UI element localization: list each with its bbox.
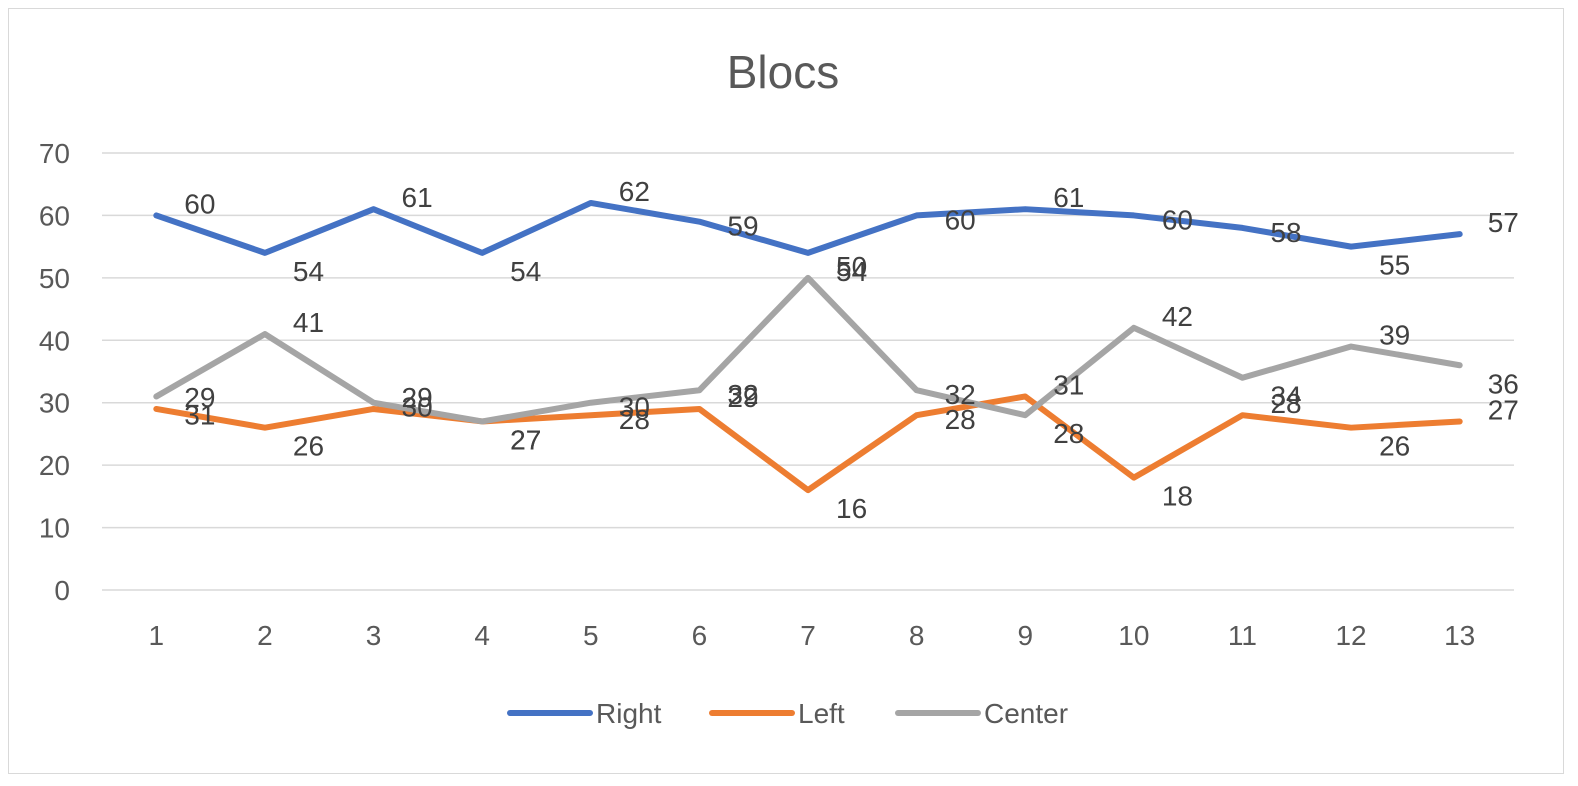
- data-label-right: 60: [1162, 204, 1193, 235]
- data-label-right: 54: [510, 256, 541, 287]
- x-tick-label: 5: [583, 620, 599, 651]
- data-labels: 60 54 61 54 62 59 54 60 61 60 58 55 57 29 26 29 27 28 29 16…: [184, 176, 1519, 524]
- y-axis-ticks: 0 10 20 30 40 50 60 70: [39, 138, 70, 606]
- data-label-center: 32: [727, 379, 758, 410]
- x-tick-label: 4: [474, 620, 490, 651]
- data-label-center: 28: [1053, 418, 1084, 449]
- series-line-center: [153, 274, 1463, 425]
- data-label-right: 60: [184, 188, 215, 219]
- data-label-center: 39: [1379, 320, 1410, 351]
- data-label-right: 54: [836, 256, 867, 287]
- x-tick-label: 7: [800, 620, 816, 651]
- chart-frame: [8, 8, 1564, 774]
- y-tick-label: 0: [54, 575, 70, 606]
- x-tick-label: 6: [692, 620, 708, 651]
- x-tick-label: 11: [1228, 620, 1257, 651]
- data-label-right: 61: [1053, 182, 1084, 213]
- x-tick-label: 12: [1335, 620, 1366, 651]
- data-label-left: 27: [510, 424, 541, 455]
- data-label-left: 29: [184, 382, 215, 413]
- data-label-left: 27: [1488, 394, 1519, 425]
- series-line-left: [153, 393, 1463, 494]
- x-tick-label: 1: [149, 620, 165, 651]
- data-label-center: 32: [945, 379, 976, 410]
- data-label-center: 34: [1270, 381, 1301, 412]
- data-label-left: 26: [1379, 431, 1410, 462]
- x-tick-label: 3: [366, 620, 382, 651]
- x-tick-label: 13: [1444, 620, 1475, 651]
- data-label-right: 57: [1488, 207, 1519, 238]
- x-tick-label: 10: [1118, 620, 1149, 651]
- data-label-right: 58: [1270, 217, 1301, 248]
- data-label-left: 29: [402, 382, 433, 413]
- y-tick-label: 50: [39, 263, 70, 294]
- x-tick-label: 2: [257, 620, 273, 651]
- data-label-left: 31: [1053, 369, 1084, 400]
- data-label-right: 54: [293, 256, 324, 287]
- data-label-center: 30: [619, 392, 650, 423]
- data-label-right: 59: [727, 211, 758, 242]
- data-label-left: 28: [619, 404, 650, 435]
- data-label-center: 27: [510, 424, 541, 455]
- y-tick-label: 60: [39, 200, 70, 231]
- legend: Right Left Center: [507, 698, 1068, 729]
- y-tick-label: 10: [39, 513, 70, 544]
- data-label-right: 60: [945, 204, 976, 235]
- y-tick-label: 30: [39, 388, 70, 419]
- data-label-right: 55: [1379, 250, 1410, 281]
- data-label-center: 42: [1162, 301, 1193, 332]
- series-lines: [153, 199, 1463, 494]
- data-label-center: 31: [184, 399, 215, 430]
- x-axis-ticks: 1 2 3 4 5 6 7 8 9 10 11 12 13: [149, 620, 1476, 651]
- data-label-left: 29: [727, 382, 758, 413]
- data-label-center: 30: [402, 392, 433, 423]
- data-label-right: 62: [619, 176, 650, 207]
- x-tick-label: 9: [1017, 620, 1033, 651]
- y-tick-label: 40: [39, 325, 70, 356]
- data-label-left: 28: [1270, 388, 1301, 419]
- gridlines: [102, 152, 1514, 591]
- legend-label-center: Center: [984, 698, 1068, 729]
- chart-title: Blocs: [727, 46, 839, 98]
- data-label-center: 36: [1488, 368, 1519, 399]
- y-tick-label: 20: [39, 450, 70, 481]
- legend-label-right: Right: [596, 698, 662, 729]
- y-tick-label: 70: [39, 138, 70, 169]
- data-label-center: 41: [293, 307, 324, 338]
- data-label-left: 28: [945, 404, 976, 435]
- data-label-center: 50: [836, 251, 867, 282]
- series-line-right: [153, 199, 1463, 256]
- data-label-left: 16: [836, 493, 867, 524]
- data-label-left: 26: [293, 431, 324, 462]
- legend-label-left: Left: [798, 698, 845, 729]
- data-label-left: 18: [1162, 481, 1193, 512]
- data-label-right: 61: [402, 182, 433, 213]
- x-tick-label: 8: [909, 620, 925, 651]
